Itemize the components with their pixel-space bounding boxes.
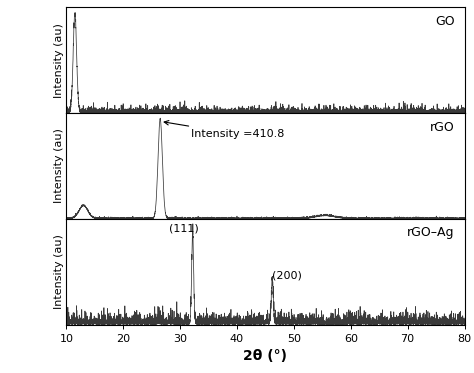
Y-axis label: Intensity (au): Intensity (au) [54,234,64,309]
Text: rGO: rGO [430,120,455,134]
X-axis label: 2θ (°): 2θ (°) [244,349,287,363]
Text: rGO–Ag: rGO–Ag [407,226,455,239]
Text: Intensity =410.8: Intensity =410.8 [164,120,285,139]
Y-axis label: Intensity (au): Intensity (au) [54,23,64,98]
Y-axis label: Intensity (au): Intensity (au) [54,129,64,203]
Text: GO: GO [435,15,455,28]
Text: (111): (111) [169,224,199,234]
Text: (200): (200) [272,271,301,281]
